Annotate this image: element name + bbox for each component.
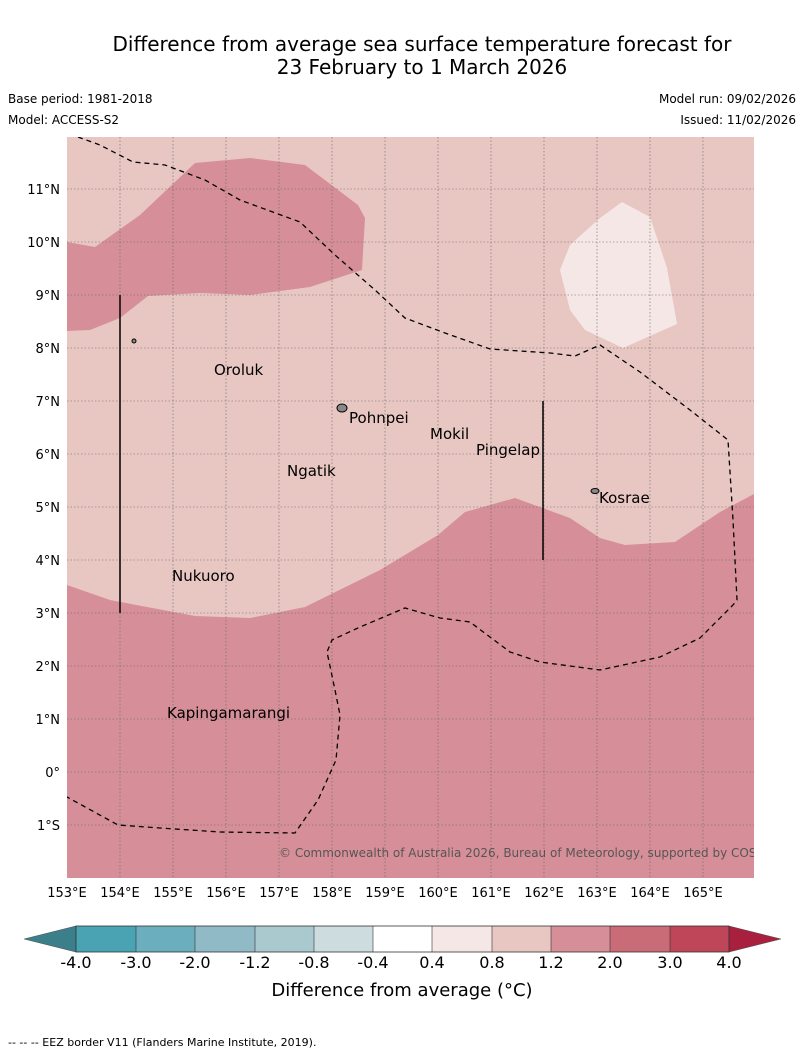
- colorbar-tick: -4.0: [60, 953, 91, 972]
- place-label: Mokil: [430, 425, 469, 443]
- lat-label: 4°N: [36, 554, 61, 569]
- lat-label: 10°N: [27, 236, 60, 251]
- grid-lines: [67, 137, 754, 878]
- colorbar-tick: -0.8: [298, 953, 329, 972]
- lon-label: 154°E: [100, 886, 140, 901]
- colorbar-segment: [373, 926, 432, 952]
- colorbar-segment: [610, 926, 670, 952]
- lon-label: 157°E: [259, 886, 299, 901]
- lat-label: 2°N: [36, 660, 61, 675]
- colorbar-segment: [432, 926, 492, 952]
- latitude-labels: 11°N 10°N 9°N 8°N 7°N 6°N 5°N 4°N 3°N 2°…: [27, 183, 60, 834]
- colorbar-tick: 0.4: [419, 953, 444, 972]
- colorbar-label: Difference from average (°C): [271, 980, 533, 1001]
- colorbar-segment: [136, 926, 195, 952]
- lat-label: 1°S: [37, 819, 60, 834]
- cool-anomaly-patch: [560, 202, 677, 348]
- lat-label: 0°: [45, 766, 60, 781]
- place-label: Kosrae: [599, 489, 650, 507]
- colorbar-segment: [551, 926, 610, 952]
- lon-label: 156°E: [206, 886, 246, 901]
- lon-label: 155°E: [153, 886, 193, 901]
- lon-label: 163°E: [577, 886, 617, 901]
- colorbar-arrow-low: [23, 925, 77, 953]
- colorbar-tick: -1.2: [239, 953, 270, 972]
- colorbar-tick: 4.0: [716, 953, 741, 972]
- lat-label: 6°N: [36, 448, 61, 463]
- islet: [131, 338, 137, 344]
- model-run: Model run: 09/02/2026: [658, 92, 796, 106]
- lat-label: 1°N: [36, 713, 61, 728]
- base-period: Base period: 1981-2018: [8, 92, 153, 106]
- pohnpei-island: [336, 403, 348, 413]
- kosrae-island: [590, 488, 600, 494]
- place-label: Pingelap: [476, 441, 540, 459]
- colorbar-segment: [670, 926, 729, 952]
- colorbar-segment: [76, 926, 136, 952]
- title-line-2: 23 February to 1 March 2026: [276, 55, 568, 79]
- lat-label: 5°N: [36, 501, 61, 516]
- lon-label: 161°E: [471, 886, 511, 901]
- colorbar-tick: 0.8: [479, 953, 504, 972]
- issued-date: Issued: 11/02/2026: [680, 113, 796, 127]
- map-area: Oroluk Pohnpei Mokil Pingelap Ngatik Kos…: [67, 137, 784, 878]
- warm-anomaly-south: [67, 494, 754, 878]
- colorbar-tick: 1.2: [538, 953, 563, 972]
- lon-label: 164°E: [630, 886, 670, 901]
- title-line-1: Difference from average sea surface temp…: [112, 32, 732, 56]
- place-label: Oroluk: [214, 361, 263, 379]
- place-label: Pohnpei: [349, 409, 409, 427]
- lon-label: 165°E: [683, 886, 723, 901]
- copyright-text: © Commonwealth of Australia 2026, Bureau…: [279, 846, 784, 860]
- lon-label: 160°E: [418, 886, 458, 901]
- lat-label: 8°N: [36, 342, 61, 357]
- colorbar-segment: [195, 926, 255, 952]
- colorbar-segment: [314, 926, 373, 952]
- colorbar-outline: [75, 925, 730, 953]
- colorbar-tick: -0.4: [357, 953, 388, 972]
- colorbar-tick: -2.0: [179, 953, 210, 972]
- lat-label: 7°N: [36, 395, 61, 410]
- lon-label: 158°E: [312, 886, 352, 901]
- colorbar-tick: 2.0: [597, 953, 622, 972]
- lat-label: 3°N: [36, 607, 61, 622]
- footnote: -- -- -- EEZ border V11 (Flanders Marine…: [8, 1036, 317, 1049]
- islands: [131, 338, 600, 494]
- lat-label: 11°N: [27, 183, 60, 198]
- lat-label: 9°N: [36, 289, 61, 304]
- lon-label: 153°E: [47, 886, 87, 901]
- colorbar-dividers: [135, 926, 671, 952]
- model-name: Model: ACCESS-S2: [8, 113, 120, 127]
- place-label: Nukuoro: [172, 567, 235, 585]
- longitude-labels: 153°E 154°E 155°E 156°E 157°E 158°E 159°…: [47, 886, 723, 901]
- colorbar-segment: [492, 926, 551, 952]
- colorbar-tick: 3.0: [657, 953, 682, 972]
- lon-label: 159°E: [365, 886, 405, 901]
- colorbar: -4.0 -3.0 -2.0 -1.2 -0.8 -0.4 0.4 0.8 1.…: [23, 925, 782, 972]
- chart-title: Difference from average sea surface temp…: [0, 33, 804, 79]
- warm-anomaly-north: [67, 158, 365, 331]
- colorbar-arrow-high: [728, 925, 782, 953]
- lon-label: 162°E: [524, 886, 564, 901]
- eez-borders: [67, 137, 738, 834]
- place-label: Kapingamarangi: [167, 704, 290, 722]
- colorbar-tick: -3.0: [120, 953, 151, 972]
- place-label: Ngatik: [287, 462, 336, 480]
- place-labels: Oroluk Pohnpei Mokil Pingelap Ngatik Kos…: [167, 361, 650, 722]
- colorbar-segment: [255, 926, 314, 952]
